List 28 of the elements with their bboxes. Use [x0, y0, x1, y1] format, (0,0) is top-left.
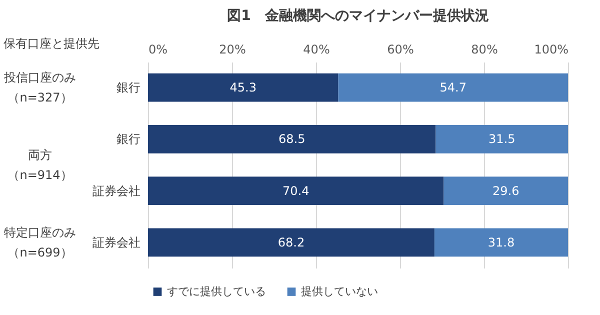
x-tick-label: 40% — [303, 42, 330, 56]
data-label: 29.6 — [492, 184, 520, 198]
text: 特定口座のみ — [4, 225, 76, 240]
y-axis-title: 保有口座と提供先 — [4, 36, 100, 50]
x-tick-label: 20% — [219, 42, 246, 56]
y-tick-label: 証券会社 — [92, 235, 140, 250]
data-label: 68.2 — [278, 235, 305, 250]
data-label: 31.5 — [488, 132, 516, 146]
data-label: 68.5 — [278, 132, 306, 146]
x-tick-label: 100% — [534, 42, 568, 56]
y-tick-label: 銀行 — [116, 80, 140, 95]
data-label: 54.7 — [440, 80, 466, 95]
data-label: 45.3 — [230, 80, 256, 95]
text: （n=327） — [8, 90, 72, 105]
legend-label: 提供していない — [301, 284, 378, 298]
x-tick-label: 80% — [471, 42, 498, 56]
chart-title: 図1 金融機関へのマイナンバー提供状況 — [227, 8, 489, 24]
text: （n=699） — [8, 245, 72, 260]
text: （n=914） — [8, 168, 72, 182]
y-tick-label: 証券会社 — [92, 184, 140, 198]
text: 両方 — [28, 148, 52, 162]
legend-label: すでに提供している — [167, 284, 266, 298]
x-tick-label: 60% — [387, 42, 414, 56]
x-tick-label: 0% — [148, 42, 168, 56]
text: 投信口座のみ — [3, 70, 76, 85]
data-label: 70.4 — [282, 184, 310, 198]
y-tick-label: 銀行 — [116, 132, 140, 146]
data-label: 31.8 — [488, 235, 515, 250]
